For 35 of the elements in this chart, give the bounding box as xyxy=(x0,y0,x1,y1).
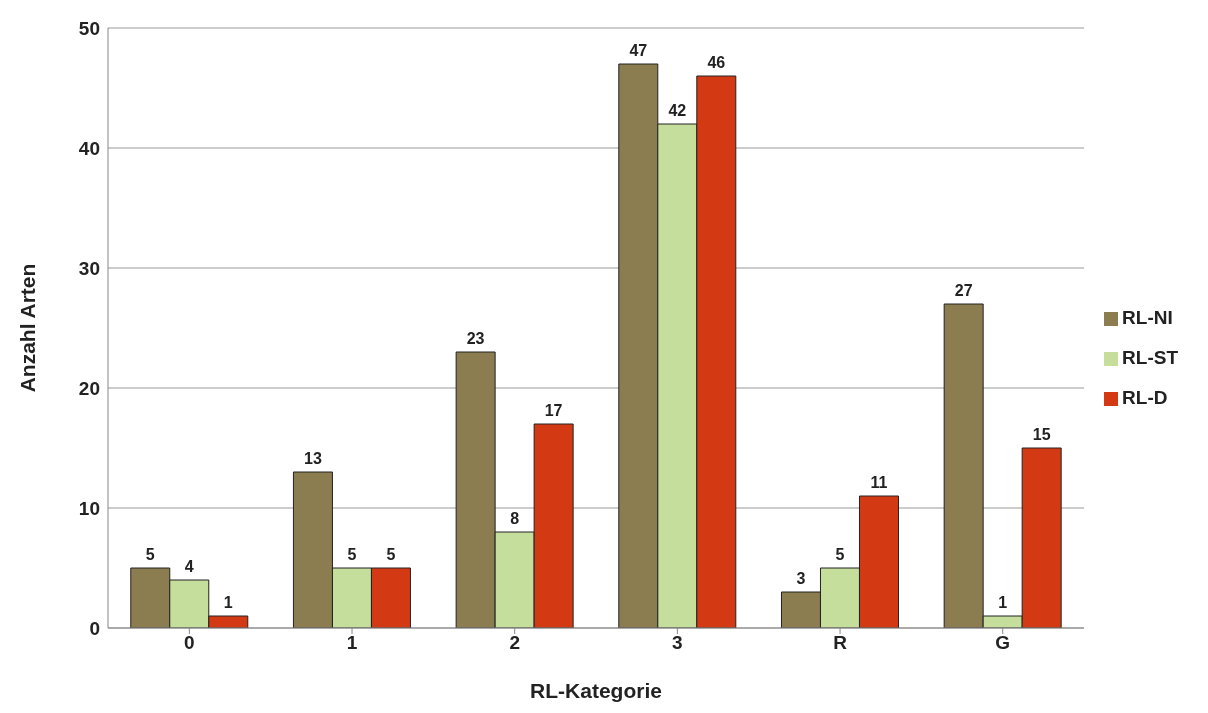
data-label: 47 xyxy=(629,42,648,59)
y-tick-label: 40 xyxy=(78,137,100,159)
x-tick-label: R xyxy=(833,632,848,654)
y-tick-label: 50 xyxy=(78,17,100,39)
y-tick-label: 30 xyxy=(78,257,100,279)
legend-label: RL-ST xyxy=(1122,347,1178,368)
data-label: 23 xyxy=(466,330,485,347)
legend-label: RL-NI xyxy=(1122,307,1173,328)
y-tick-label: 10 xyxy=(78,497,100,519)
data-label: 1 xyxy=(998,594,1008,611)
data-label: 5 xyxy=(835,546,845,563)
data-label: 15 xyxy=(1032,426,1051,443)
y-tick-label: 20 xyxy=(78,377,100,399)
x-tick-label: 2 xyxy=(509,632,520,654)
data-label: 46 xyxy=(707,54,726,71)
x-tick-label: G xyxy=(995,632,1011,654)
y-tick-label: 0 xyxy=(89,617,100,639)
data-label: 5 xyxy=(347,546,357,563)
legend-label: RL-D xyxy=(1122,387,1168,408)
data-label: 5 xyxy=(145,546,155,563)
data-label: 13 xyxy=(304,450,322,467)
x-tick-label: 0 xyxy=(184,632,195,654)
data-label: 5 xyxy=(386,546,396,563)
data-label: 42 xyxy=(668,102,687,119)
data-label: 8 xyxy=(510,510,520,527)
data-label: 4 xyxy=(184,558,194,575)
x-tick-label: 3 xyxy=(672,632,683,654)
data-label: 27 xyxy=(954,282,973,299)
x-axis-title: RL-Kategorie xyxy=(530,679,662,702)
data-label: 11 xyxy=(870,474,888,491)
data-label: 17 xyxy=(544,402,563,419)
data-label: 3 xyxy=(796,570,806,587)
x-tick-label: 1 xyxy=(346,632,358,654)
y-axis-title: Anzahl Arten xyxy=(16,263,40,393)
data-label: 1 xyxy=(223,594,233,611)
